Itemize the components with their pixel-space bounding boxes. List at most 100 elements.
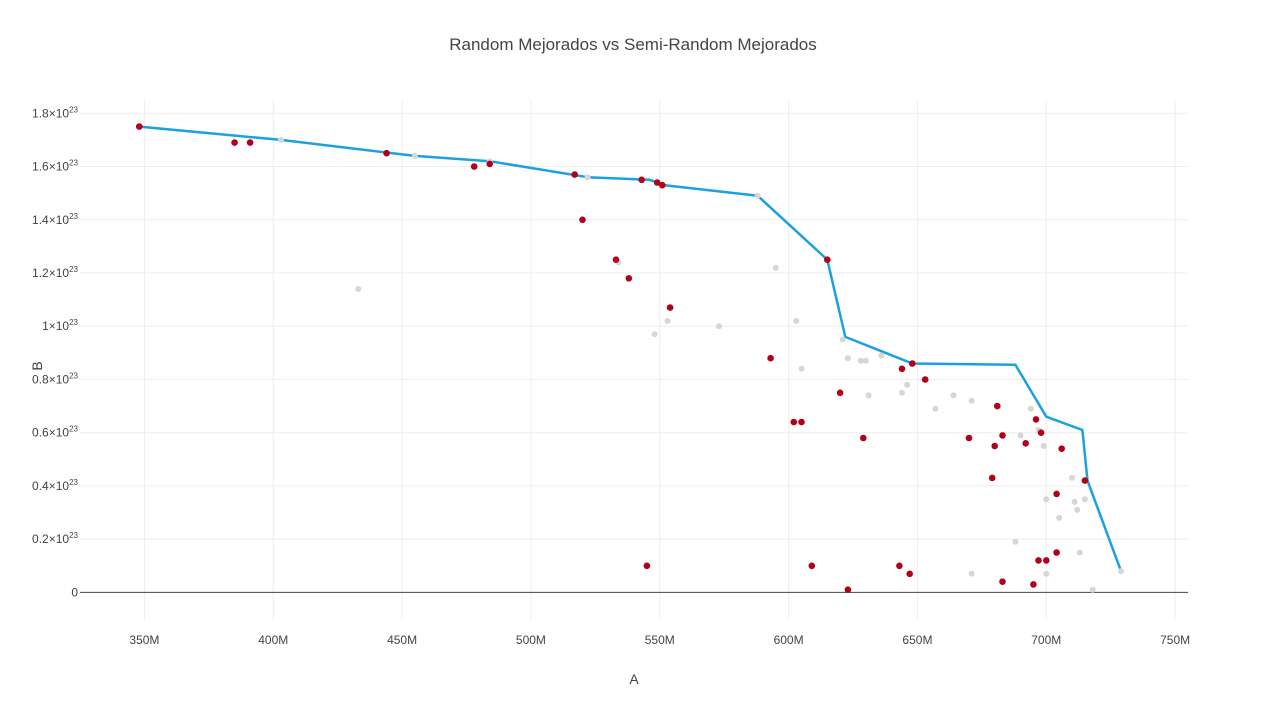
grey-data-point	[844, 355, 851, 362]
red-data-point	[1022, 440, 1029, 447]
grey-data-point	[278, 136, 284, 143]
grey-data-point	[932, 405, 939, 412]
red-data-point	[1058, 445, 1065, 453]
y-tick-label: 0.2×1023	[32, 531, 78, 546]
x-tick-label: 450M	[387, 633, 417, 647]
x-tick-label: 750M	[1160, 633, 1190, 647]
x-tick-label: 550M	[645, 633, 675, 647]
grey-data-point	[798, 365, 805, 372]
red-data-point	[824, 256, 831, 264]
red-data-point	[231, 139, 238, 146]
grey-data-point	[1043, 496, 1050, 503]
grey-data-point	[716, 323, 722, 330]
red-data-point	[383, 149, 390, 157]
red-data-point	[991, 442, 998, 450]
chart-title: Random Mejorados vs Semi-Random Mejorado…	[449, 35, 817, 54]
grey-data-point	[355, 286, 362, 292]
grey-data-point	[1027, 405, 1034, 412]
grey-data-point	[1043, 570, 1050, 577]
red-data-point	[767, 354, 774, 362]
grey-data-point	[1074, 506, 1081, 513]
red-data-point	[625, 275, 633, 282]
grey-data-point	[950, 392, 957, 399]
y-tick-label: 1.8×1023	[32, 105, 78, 120]
grey-data-point	[1076, 549, 1083, 556]
grey-data-point	[584, 174, 591, 181]
red-data-point	[1030, 581, 1037, 588]
front-line-layer	[139, 125, 1123, 572]
red-data-point	[921, 376, 929, 383]
grey-data-point	[862, 357, 869, 364]
y-axis-title: B	[29, 361, 45, 370]
red-data-point	[906, 570, 913, 578]
y-tick-label: 1.2×1023	[32, 265, 78, 280]
red-data-point	[999, 578, 1006, 585]
red-data-point	[798, 418, 805, 426]
y-tick-label: 0.8×1023	[32, 371, 78, 386]
grey-data-point	[1118, 568, 1124, 575]
red-data-point	[571, 171, 578, 178]
grey-data-point	[1069, 474, 1075, 481]
red-data-point	[860, 434, 867, 442]
red-data-point	[836, 389, 844, 397]
red-data-point	[1081, 477, 1089, 484]
grey-data-point	[651, 331, 658, 338]
grey-data-point	[1089, 586, 1096, 593]
red-data-point	[999, 432, 1006, 439]
grey-data-point	[1056, 514, 1063, 521]
red-data-point	[988, 474, 996, 482]
red-data-point	[790, 418, 798, 426]
red-data-point	[579, 216, 586, 224]
x-tick-label: 500M	[516, 633, 546, 647]
front-line	[139, 125, 1123, 572]
red-data-point	[1043, 557, 1050, 564]
red-data-point	[965, 434, 973, 442]
red-data-point	[1035, 557, 1042, 564]
red-data-point	[994, 402, 1001, 410]
y-tick-label: 1×1023	[42, 318, 78, 333]
grey-data-point	[412, 152, 418, 159]
y-tick-label: 0.4×1023	[32, 478, 78, 493]
grey-data-point	[1071, 498, 1078, 505]
y-tick-label: 1.4×1023	[32, 212, 78, 227]
y-tick-label: 1.6×1023	[32, 159, 78, 174]
red-data-point	[1032, 416, 1040, 423]
red-data-point	[246, 139, 254, 146]
x-tick-label: 400M	[258, 633, 288, 647]
x-tick-label: 700M	[1031, 633, 1061, 647]
grey-data-point	[899, 389, 905, 396]
red-data-point	[666, 304, 674, 311]
red-data-point	[1053, 549, 1060, 556]
red-data-point	[638, 176, 645, 184]
tick-labels: 350M 400M 450M 500M 550M 600M 650M 700M 750M 0 0.2…	[32, 105, 1190, 647]
red-data-point	[486, 160, 494, 168]
grey-data-point	[772, 264, 779, 271]
grey-data-point	[1012, 538, 1019, 545]
red-data-point	[643, 562, 651, 570]
grey-data-point	[968, 570, 975, 577]
red-data-point	[909, 360, 916, 367]
red-data-point	[898, 365, 906, 373]
grey-data-point	[857, 357, 864, 364]
grey-data-point	[664, 317, 671, 324]
grey-data-point	[839, 336, 846, 343]
y-tick-label: 0.6×1023	[32, 425, 78, 440]
grey-data-point	[1017, 432, 1024, 439]
points-layer	[136, 123, 1124, 593]
grey-data-point	[793, 317, 800, 324]
grey-data-point	[754, 192, 761, 199]
grey-data-point	[878, 352, 885, 359]
grey-data-point	[1040, 443, 1047, 449]
red-data-point	[470, 163, 478, 170]
red-data-point	[1037, 429, 1045, 437]
x-axis-title: A	[629, 671, 639, 687]
red-data-point	[896, 562, 903, 570]
red-data-point	[844, 586, 852, 593]
x-tick-label: 650M	[902, 633, 932, 647]
grey-data-point	[865, 392, 872, 399]
grey-data-point	[904, 381, 911, 388]
grey-data-point	[968, 397, 975, 404]
grey-data-point	[1081, 496, 1088, 503]
grid-layer	[80, 100, 1188, 619]
